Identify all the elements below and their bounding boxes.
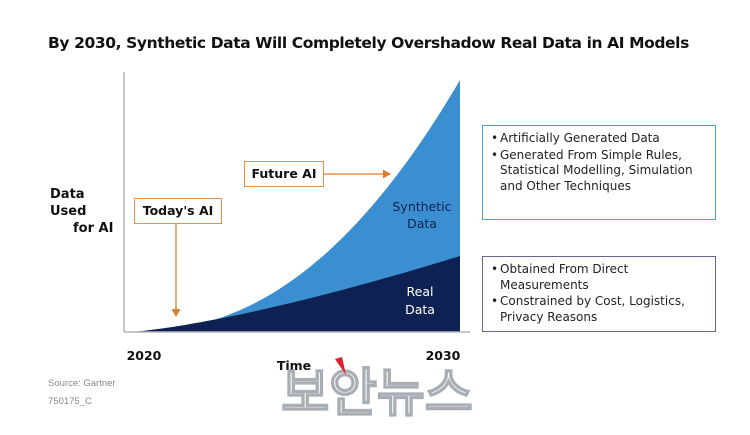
future-ai-arrowhead [383,169,391,179]
future-ai-callout: Future AI [244,161,324,187]
y-axis-label: Data Used for AI [40,186,122,237]
todays-ai-arrowhead [171,309,181,317]
x-axis-label: Time [277,358,311,373]
synthetic-info-item: Artificially Generated Data [491,131,709,147]
watermark-text: 보안뉴스 [281,364,472,424]
synthetic-data-info-box: Artificially Generated Data Generated Fr… [482,125,716,220]
todays-ai-callout: Today's AI [134,198,222,224]
real-data-area [128,256,460,332]
y-axis-label-line-2: for AI [73,221,114,236]
synthetic-label-line-2: Data [407,216,437,231]
synthetic-info-item: Generated From Simple Rules, Statistical… [491,148,709,195]
real-info-item: Obtained From Direct Measurements [491,262,709,293]
real-label-line-2: Data [405,302,435,317]
x-tick-2030: 2030 [426,348,461,363]
synthetic-data-area [128,80,460,332]
chart-title: By 2030, Synthetic Data Will Completely … [48,34,689,52]
x-tick-2020: 2020 [127,348,162,363]
real-label-line-1: Real [407,284,434,299]
watermark-logo: 보안뉴스 [281,357,473,425]
real-info-item: Constrained by Cost, Logistics, Privacy … [491,294,709,325]
source-note: Source: Gartner [48,378,116,389]
document-id: 750175_C [48,396,92,407]
watermark-red-mark [335,357,346,375]
synthetic-label-line-1: Synthetic [392,199,451,214]
real-data-info-box: Obtained From Direct Measurements Constr… [482,256,716,332]
y-axis-label-line-1: Data Used [50,187,87,219]
